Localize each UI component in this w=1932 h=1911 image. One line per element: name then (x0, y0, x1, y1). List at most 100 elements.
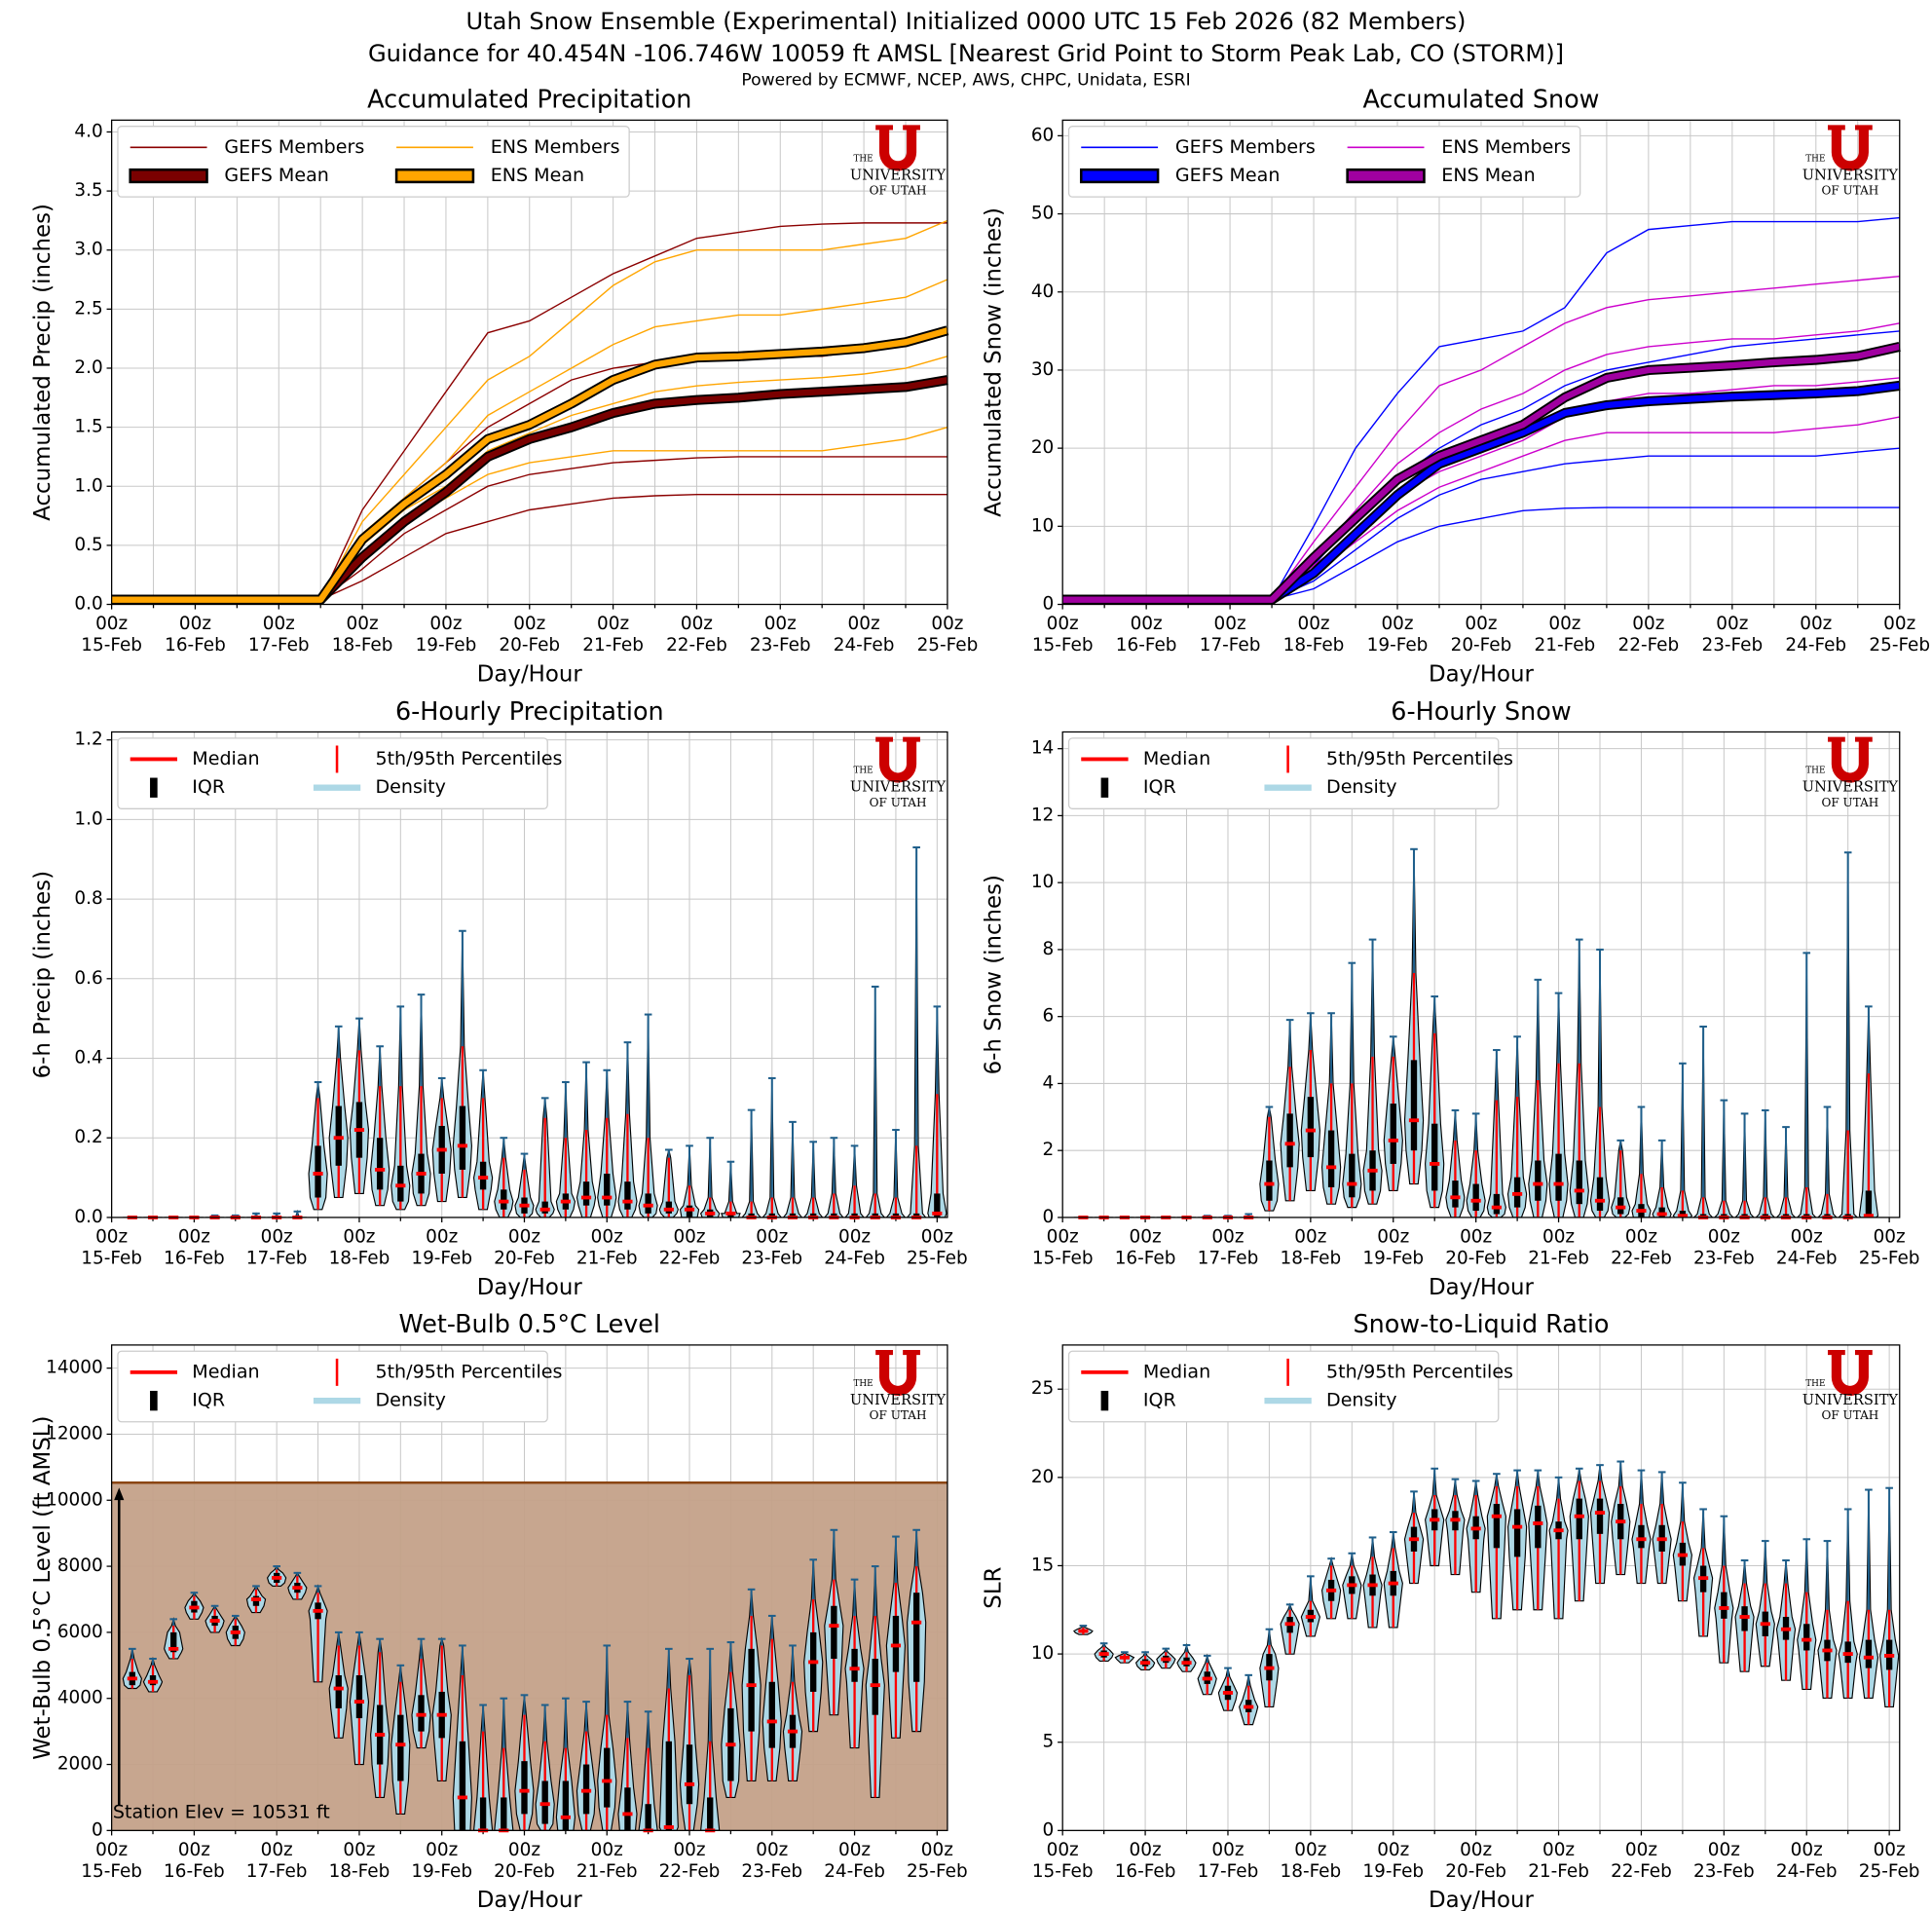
figure-subtitle: Guidance for 40.454N -106.746W 10059 ft … (368, 40, 1564, 67)
iqr-box (665, 1741, 673, 1831)
legend-box (1067, 1350, 1500, 1423)
x-tick-label: 00z 25-Feb (1869, 614, 1930, 656)
legend-label: 5th/95th Percentiles (375, 748, 562, 769)
x-tick-label: 00z 23-Feb (741, 1226, 802, 1268)
legend-label: Median (1143, 1361, 1210, 1382)
y-tick-label: 0.0 (74, 594, 102, 615)
y-tick-label: 5 (1043, 1732, 1055, 1752)
iqr-box (1431, 1123, 1438, 1191)
iqr-box (624, 1787, 631, 1831)
y-tick-label: 40 (1031, 281, 1054, 302)
x-tick-label: 00z 24-Feb (824, 1840, 885, 1882)
credit: Powered by ECMWF, NCEP, AWS, CHPC, Unida… (741, 71, 1190, 91)
iqr-box (707, 1797, 714, 1831)
legend-swatch (150, 1390, 158, 1411)
x-tick-label: 00z 24-Feb (834, 614, 895, 656)
iqr-box (645, 1804, 651, 1831)
iqr-box (1286, 1113, 1293, 1168)
iqr-box (892, 1213, 900, 1218)
legend-label: Density (1326, 776, 1396, 798)
iqr-box (479, 1797, 487, 1831)
iqr-box (1307, 1097, 1315, 1158)
x-tick-label: 00z 18-Feb (329, 1226, 390, 1268)
panel: 0.0 0.5 1.0 1.5 2.0 2.5 3.0 3.5 4.0 00z 15-Feb 00z 1… (30, 85, 978, 688)
legend-label: ENS Members (491, 136, 620, 158)
y-tick-label: 8000 (57, 1555, 103, 1576)
plot-frame (110, 1344, 948, 1831)
logo-text: OF UTAH (870, 796, 927, 809)
logo-text: OF UTAH (870, 1408, 927, 1422)
x-tick-label: 00z 23-Feb (1693, 1840, 1755, 1882)
y-tick-label: 0 (1043, 1207, 1055, 1227)
y-tick-label: 10 (1031, 515, 1054, 536)
y-tick-label: 1.5 (74, 417, 102, 437)
plot-frame (1061, 731, 1901, 1218)
iqr-box (851, 1648, 858, 1682)
panel: 0 5 10 15 20 25 00z 15-Feb 00z 16-Feb 00z 17-Feb 00z… (982, 1309, 1920, 1911)
plot-frame (1061, 1344, 1901, 1831)
iqr-box (1266, 1160, 1273, 1201)
iqr-box (1596, 1177, 1604, 1212)
y-axis-label: SLR (982, 1566, 1007, 1608)
x-tick-label: 00z 18-Feb (1281, 1840, 1342, 1882)
x-tick-label: 00z 20-Feb (1451, 614, 1512, 656)
iqr-box (727, 1213, 734, 1218)
iqr-box (1721, 1592, 1728, 1619)
x-tick-label: 00z 16-Feb (164, 1840, 225, 1882)
x-tick-label: 00z 24-Feb (1785, 614, 1846, 656)
x-tick-label: 00z 20-Feb (1445, 1226, 1506, 1268)
y-tick-label: 6 (1043, 1006, 1055, 1027)
legend-label: Density (375, 1390, 445, 1411)
panel-title: Snow-to-Liquid Ratio (1353, 1309, 1609, 1338)
iqr-box (1576, 1160, 1582, 1205)
iqr-box (1513, 1509, 1521, 1557)
y-tick-label: 4000 (57, 1688, 103, 1708)
iqr-box (912, 1592, 920, 1682)
y-axis-label: Accumulated Snow (inches) (982, 207, 1007, 517)
iqr-box (501, 1797, 507, 1831)
y-tick-label: 1.0 (74, 808, 102, 829)
x-axis-label: Day/Hour (477, 661, 583, 687)
y-tick-label: 4 (1043, 1072, 1055, 1093)
logo-mark (1827, 736, 1873, 783)
x-tick-label: 00z 18-Feb (1281, 1226, 1342, 1268)
x-tick-label: 00z 19-Feb (1362, 1226, 1424, 1268)
x-tick-label: 00z 16-Feb (165, 614, 226, 656)
logo-mark (875, 736, 920, 783)
station-arrowhead (114, 1487, 125, 1501)
legend-label: Density (375, 776, 445, 798)
x-tick-label: 00z 21-Feb (1528, 1840, 1589, 1882)
x-axis-label: Day/Hour (1429, 661, 1535, 687)
iqr-box (335, 1674, 342, 1708)
iqr-box (1472, 1183, 1479, 1212)
x-tick-label: 00z 17-Feb (246, 1840, 308, 1882)
x-axis-label: Day/Hour (1429, 1275, 1535, 1300)
plot-area (1062, 1344, 1900, 1831)
y-tick-label: 6000 (57, 1622, 103, 1642)
x-tick-label: 00z 25-Feb (907, 1226, 968, 1268)
iqr-box (686, 1205, 693, 1218)
iqr-box (335, 1105, 342, 1166)
iqr-box (1576, 1498, 1582, 1540)
panel-title: Accumulated Precipitation (367, 85, 691, 114)
iqr-box (686, 1744, 693, 1805)
iqr-box (459, 1741, 466, 1831)
x-tick-label: 00z 16-Feb (164, 1226, 225, 1268)
x-tick-label: 00z 21-Feb (576, 1226, 638, 1268)
legend-label: Median (192, 1361, 259, 1382)
figure-title: Utah Snow Ensemble (Experimental) Initia… (466, 8, 1467, 35)
iqr-box (397, 1165, 404, 1202)
y-tick-label: 10 (1031, 872, 1054, 892)
panel: 0 2000 4000 6000 8000 10000 12000 14000 00z 15-Fe… (30, 1309, 968, 1911)
legend-label: ENS Mean (491, 165, 584, 186)
x-tick-label: 00z 23-Feb (1693, 1226, 1755, 1268)
legend-label: IQR (1143, 1390, 1176, 1411)
legend-swatch (394, 168, 475, 184)
panel-title: Accumulated Snow (1362, 85, 1599, 114)
iqr-box (851, 1213, 858, 1218)
iqr-box (1865, 1639, 1873, 1668)
y-axis-label: Accumulated Precip (inches) (30, 204, 56, 521)
y-tick-label: 50 (1031, 204, 1054, 224)
logo-mark (1827, 125, 1873, 171)
legend-box (1067, 126, 1581, 198)
